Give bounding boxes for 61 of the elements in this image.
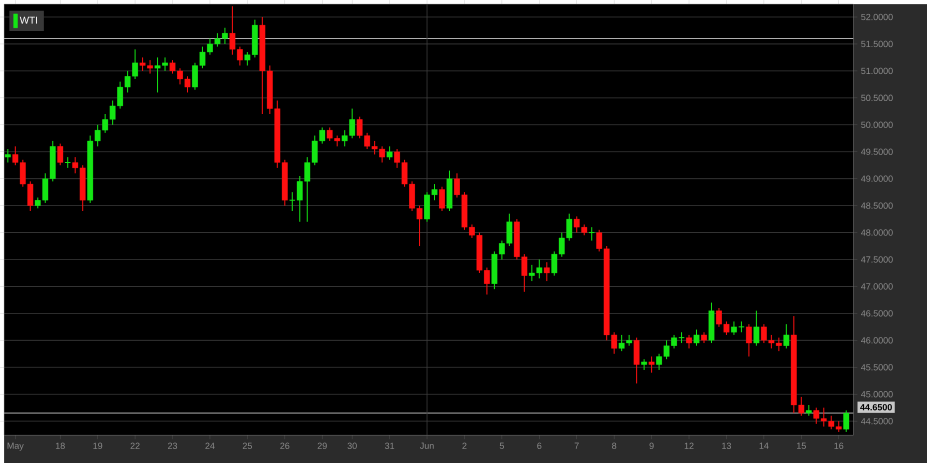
x-tick-label: 16 — [834, 442, 844, 449]
candlestick — [701, 332, 707, 344]
x-tick-label: 31 — [384, 442, 394, 449]
candlestick — [588, 226, 595, 242]
x-tick-label: 26 — [280, 442, 290, 449]
x-tick-label: 25 — [242, 442, 252, 449]
candlestick — [386, 146, 393, 160]
y-tick-label: 46.0000 — [861, 337, 893, 344]
x-tick-label: 9 — [650, 442, 654, 449]
x-tick-label: Jun — [420, 442, 434, 449]
candlestick — [416, 205, 422, 247]
x-tick-label: 6 — [537, 442, 542, 449]
candlestick — [746, 324, 752, 357]
y-tick-label: 48.5000 — [861, 202, 893, 209]
y-tick-label: 52.0000 — [861, 14, 893, 20]
x-tick-label: 8 — [612, 442, 616, 449]
y-tick-label: 50.0000 — [861, 122, 893, 128]
candlestick — [686, 334, 692, 349]
candlestick — [843, 410, 850, 432]
candlestick — [439, 186, 445, 212]
y-tick-label: 51.0000 — [861, 68, 893, 74]
legend-label: WTI — [20, 16, 37, 24]
candlestick — [648, 356, 655, 374]
x-tick-label: 19 — [93, 442, 102, 449]
candlestick — [753, 310, 760, 346]
x-tick-label: May — [8, 442, 24, 451]
x-tick-label: 15 — [797, 442, 806, 449]
x-tick-label: 13 — [722, 442, 732, 449]
y-tick-label: 49.0000 — [861, 175, 893, 182]
candlestick — [544, 262, 550, 282]
x-tick-label: 5 — [500, 442, 504, 449]
x-tick-label: 30 — [348, 442, 357, 449]
y-tick-label: 48.0000 — [861, 229, 893, 236]
ref-line-label: 44.6500 — [860, 404, 892, 410]
y-tick-label: 46.5000 — [861, 310, 893, 317]
candlestick — [64, 156, 71, 168]
x-tick-label: 24 — [205, 442, 215, 449]
x-tick-label: 23 — [168, 442, 178, 449]
y-tick-label: 44.5000 — [861, 418, 893, 424]
candlestick — [806, 404, 812, 416]
y-tick-label: 45.5000 — [861, 364, 893, 370]
candlestick — [678, 332, 685, 344]
y-tick-label: 47.0000 — [861, 283, 893, 290]
x-tick-label: 29 — [318, 442, 327, 449]
x-tick-label: 7 — [574, 442, 579, 449]
y-tick-label: 50.5000 — [861, 94, 893, 101]
y-tick-label: 49.5000 — [861, 148, 893, 155]
y-tick-label: 51.5000 — [861, 40, 893, 48]
x-tick-label: 22 — [130, 442, 140, 449]
y-tick-label: 45.0000 — [861, 391, 893, 398]
candlestick — [671, 334, 677, 349]
candlestick — [4, 148, 11, 163]
y-tick-label: 47.5000 — [861, 256, 893, 263]
x-tick-label: 14 — [760, 442, 769, 449]
x-tick-label: 12 — [684, 442, 694, 449]
candlestick — [783, 324, 790, 349]
candlestick — [694, 329, 700, 346]
candlestick — [57, 143, 64, 166]
candlestick — [641, 358, 648, 370]
x-tick-label: 2 — [462, 442, 466, 449]
x-tick-label: 18 — [56, 442, 65, 449]
